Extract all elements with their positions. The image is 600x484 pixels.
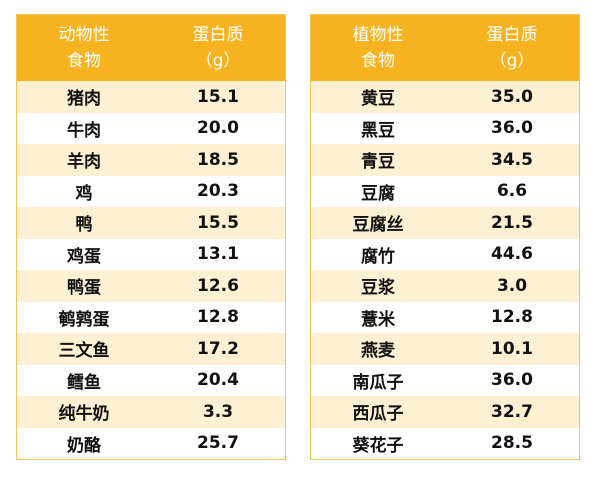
protein-value: 10.1 (491, 338, 533, 359)
plant-protein-column-header: 蛋白质 （g） (445, 15, 579, 81)
food-name: 鸭蛋 (67, 278, 101, 299)
animal-food-header-line1: 动物性 (58, 25, 110, 45)
protein-value: 32.7 (491, 401, 533, 422)
table-row: 牛肉 20.0 (17, 112, 285, 144)
food-name: 猪肉 (67, 89, 101, 110)
table-row: 奶酪 25.7 (17, 427, 285, 459)
table-row: 西瓜子 32.7 (311, 396, 579, 428)
protein-value: 28.5 (491, 433, 533, 454)
protein-value: 21.5 (491, 212, 533, 233)
food-name: 西瓜子 (352, 404, 404, 425)
table-row: 羊肉 18.5 (17, 144, 285, 176)
food-name: 黄豆 (361, 89, 395, 110)
food-name: 鳕鱼 (67, 372, 101, 393)
table-row: 黄豆 35.0 (311, 81, 579, 113)
table-row: 豆腐丝 21.5 (311, 207, 579, 239)
protein-value: 20.3 (197, 181, 239, 202)
food-name: 豆浆 (361, 278, 395, 299)
protein-value: 12.6 (197, 275, 239, 296)
food-name: 鸡 (75, 183, 93, 204)
protein-value: 25.7 (197, 433, 239, 454)
protein-value: 36.0 (491, 118, 533, 139)
food-name: 鹌鹑蛋 (58, 309, 110, 330)
plant-table-body: 黄豆 35.0 黑豆 36.0 青豆 34.5 豆腐 6.6 豆腐丝 21.5 腐竹 44.… (311, 81, 579, 459)
protein-value: 15.5 (197, 212, 239, 233)
animal-table-header: 动物性 食物 蛋白质 （g） (17, 15, 285, 81)
protein-value: 17.2 (197, 338, 239, 359)
food-name: 南瓜子 (352, 372, 404, 393)
protein-value: 3.3 (202, 401, 234, 422)
animal-protein-header-line1: 蛋白质 (192, 25, 244, 45)
protein-value: 6.6 (496, 181, 528, 202)
table-row: 纯牛奶 3.3 (17, 396, 285, 428)
food-name: 鸡蛋 (67, 246, 101, 267)
protein-value: 34.5 (491, 149, 533, 170)
table-row: 鸡蛋 13.1 (17, 238, 285, 270)
table-row: 三文鱼 17.2 (17, 333, 285, 365)
table-row: 葵花子 28.5 (311, 427, 579, 459)
food-name: 奶酪 (67, 435, 101, 456)
table-row: 黑豆 36.0 (311, 112, 579, 144)
table-row: 燕麦 10.1 (311, 333, 579, 365)
food-name: 纯牛奶 (58, 404, 110, 425)
protein-value: 44.6 (491, 244, 533, 265)
food-name: 三文鱼 (58, 341, 110, 362)
food-name: 豆腐 (361, 183, 395, 204)
animal-food-header-line2: 食物 (67, 51, 101, 71)
plant-table-header: 植物性 食物 蛋白质 （g） (311, 15, 579, 81)
table-row: 鹌鹑蛋 12.8 (17, 301, 285, 333)
food-name: 牛肉 (67, 120, 101, 141)
table-row: 鸡 20.3 (17, 175, 285, 207)
plant-food-header-line1: 植物性 (352, 25, 404, 45)
food-name: 青豆 (361, 152, 395, 173)
protein-value: 18.5 (197, 149, 239, 170)
animal-table-body: 猪肉 15.1 牛肉 20.0 羊肉 18.5 鸡 20.3 鸭 15.5 鸡蛋 13.1 … (17, 81, 285, 459)
food-name: 燕麦 (361, 341, 395, 362)
food-name: 羊肉 (67, 152, 101, 173)
protein-value: 3.0 (496, 275, 528, 296)
plant-food-column-header: 植物性 食物 (311, 15, 445, 81)
table-row: 鳕鱼 20.4 (17, 364, 285, 396)
food-name: 薏米 (361, 309, 395, 330)
protein-value: 35.0 (491, 86, 533, 107)
protein-value: 20.4 (197, 370, 239, 391)
food-name: 腐竹 (361, 246, 395, 267)
plant-food-header-line2: 食物 (361, 51, 395, 71)
animal-protein-header-line2: （g） (195, 51, 241, 71)
protein-value: 20.0 (197, 118, 239, 139)
table-row: 鸭蛋 12.6 (17, 270, 285, 302)
plant-protein-header-line1: 蛋白质 (486, 25, 538, 45)
food-name: 豆腐丝 (352, 215, 404, 236)
plant-protein-table: 植物性 食物 蛋白质 （g） 黄豆 35.0 黑豆 36.0 青豆 34.5 豆腐 6.… (310, 14, 580, 460)
table-row: 南瓜子 36.0 (311, 364, 579, 396)
animal-protein-table: 动物性 食物 蛋白质 （g） 猪肉 15.1 牛肉 20.0 羊肉 18.5 鸡 20.… (16, 14, 286, 460)
protein-value: 12.8 (197, 307, 239, 328)
table-row: 青豆 34.5 (311, 144, 579, 176)
food-name: 葵花子 (352, 435, 404, 456)
protein-value: 15.1 (197, 86, 239, 107)
food-name: 鸭 (75, 215, 93, 236)
table-row: 薏米 12.8 (311, 301, 579, 333)
animal-protein-column-header: 蛋白质 （g） (151, 15, 285, 81)
protein-value: 12.8 (491, 307, 533, 328)
plant-protein-header-line2: （g） (489, 51, 535, 71)
table-row: 豆腐 6.6 (311, 175, 579, 207)
table-row: 豆浆 3.0 (311, 270, 579, 302)
table-row: 腐竹 44.6 (311, 238, 579, 270)
table-row: 鸭 15.5 (17, 207, 285, 239)
animal-food-column-header: 动物性 食物 (17, 15, 151, 81)
protein-value: 13.1 (197, 244, 239, 265)
protein-value: 36.0 (491, 370, 533, 391)
table-row: 猪肉 15.1 (17, 81, 285, 113)
food-name: 黑豆 (361, 120, 395, 141)
